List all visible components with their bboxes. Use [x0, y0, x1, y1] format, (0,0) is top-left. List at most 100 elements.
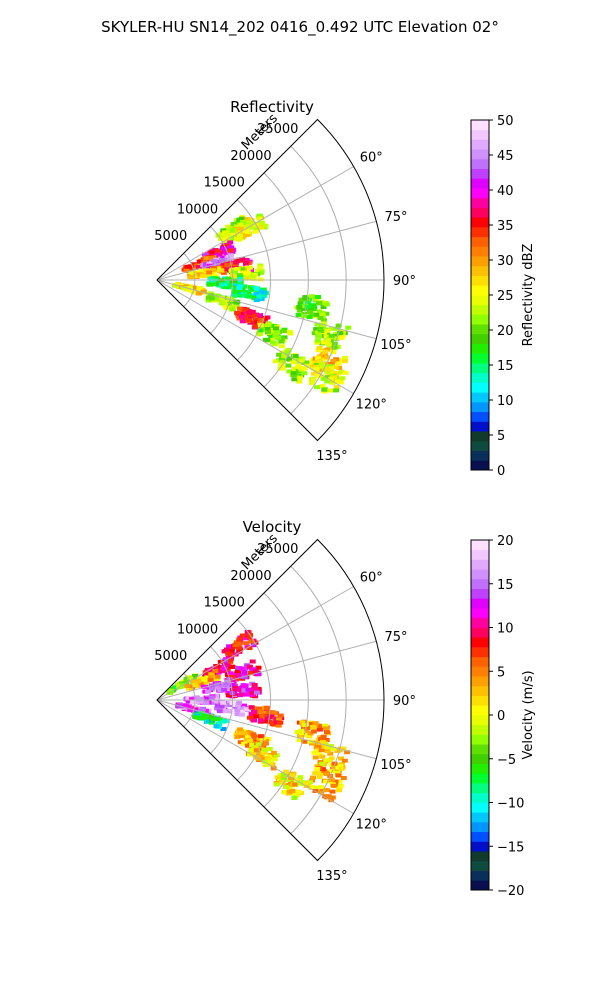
- colorbar-tick-label: 15: [497, 359, 514, 374]
- echo-cell: [243, 275, 250, 280]
- echo-cell: [201, 678, 208, 683]
- echo-cell: [221, 240, 228, 245]
- echo-cell: [256, 216, 263, 221]
- colorbar-segment: [471, 744, 489, 755]
- echo-cell: [291, 782, 298, 787]
- echo-cell: [296, 738, 303, 743]
- echo-cell: [247, 752, 253, 757]
- echo-cell: [252, 669, 259, 674]
- echo-cell: [214, 682, 221, 687]
- echo-cell: [331, 761, 338, 766]
- echo-cell: [190, 285, 197, 290]
- echo-cell: [221, 667, 228, 671]
- echo-cell: [334, 770, 341, 775]
- echo-cell: [314, 385, 320, 390]
- echo-cell: [313, 327, 320, 332]
- echo-cell: [316, 727, 323, 732]
- echo-cell: [317, 358, 324, 363]
- echo-cell: [252, 736, 258, 740]
- echo-cell: [247, 265, 253, 270]
- echo-cell: [184, 684, 191, 689]
- colorbar-segment: [471, 831, 489, 842]
- echo-cell: [313, 785, 319, 790]
- colorbar-segment: [471, 724, 489, 735]
- echo-cell: [222, 282, 229, 286]
- colorbar-tick-label: 30: [497, 254, 514, 269]
- echo-cell: [249, 743, 256, 747]
- echo-cell: [324, 338, 331, 343]
- colorbar-segment: [471, 880, 489, 891]
- echo-cell: [223, 305, 230, 310]
- echo-cell: [221, 285, 228, 290]
- echo-cell: [324, 302, 330, 307]
- echo-cell: [191, 263, 198, 268]
- echo-cell: [192, 683, 199, 688]
- echo-cell: [258, 318, 265, 322]
- colorbar-segment: [471, 792, 489, 803]
- echo-cell: [231, 291, 238, 296]
- echo-cell: [268, 712, 275, 717]
- echo-cell: [210, 268, 217, 273]
- echo-cell: [257, 709, 264, 714]
- azimuth-tick-label: 105°: [380, 758, 411, 773]
- echo-cell: [302, 296, 309, 301]
- echo-cell: [316, 334, 323, 339]
- echo-cell: [271, 757, 278, 762]
- colorbar-tick-label: 5: [497, 429, 505, 444]
- echo-cell: [243, 636, 250, 641]
- echo-cell: [333, 331, 340, 336]
- echo-cell: [310, 377, 317, 382]
- echo-cell: [319, 322, 326, 327]
- azimuth-tick-label: 135°: [316, 869, 347, 884]
- echo-cell: [228, 257, 235, 262]
- colorbar-segment: [471, 197, 489, 208]
- echo-cell: [218, 231, 225, 236]
- echo-cell: [264, 338, 271, 343]
- echo-cell: [320, 340, 327, 345]
- echo-cell: [195, 262, 202, 267]
- echo-cell: [229, 665, 236, 669]
- echo-cell: [296, 379, 303, 384]
- echo-cell: [260, 750, 267, 755]
- echo-cell: [302, 730, 309, 735]
- echo-cell: [209, 717, 216, 722]
- echo-cell: [240, 270, 247, 275]
- echo-cell: [242, 692, 249, 697]
- echo-cell: [205, 689, 212, 694]
- echo-cell: [253, 298, 260, 303]
- velocity-panel: Velocity 60° 75° 90° 105° 120° 135° 5000 10000 15…: [154, 518, 536, 899]
- echo-cell: [317, 316, 324, 320]
- echo-cell: [228, 245, 235, 250]
- echo-cell: [333, 326, 340, 331]
- colorbar-tick-label: 35: [497, 219, 514, 234]
- echo-cell: [255, 665, 262, 670]
- echo-cell: [182, 703, 189, 708]
- echo-cell: [206, 270, 213, 275]
- echo-cell: [252, 324, 259, 329]
- echo-cell: [335, 323, 342, 328]
- echo-cell: [222, 682, 229, 687]
- echo-cell: [301, 725, 307, 730]
- echo-cell: [204, 672, 211, 677]
- colorbar-segment: [471, 265, 489, 276]
- echo-cell: [328, 769, 335, 774]
- sector-frame: [156, 118, 385, 442]
- colorbar-segment: [471, 236, 489, 247]
- echo-cell: [275, 717, 282, 722]
- echo-cell: [224, 668, 231, 672]
- echo-cell: [316, 771, 323, 776]
- colorbar-segment: [471, 324, 489, 335]
- echo-cell: [222, 230, 229, 235]
- colorbar-segment: [471, 363, 489, 374]
- echo-cell: [231, 294, 238, 298]
- echo-cell: [262, 316, 269, 320]
- echo-cell: [322, 726, 329, 731]
- echo-cell: [245, 687, 252, 692]
- echo-cell: [246, 635, 253, 640]
- echo-cell: [270, 710, 277, 715]
- echo-cell: [317, 737, 324, 742]
- echo-cell: [203, 256, 210, 261]
- echo-cell: [312, 771, 319, 776]
- colorbar-segment: [471, 256, 489, 267]
- echo-cell: [284, 350, 291, 355]
